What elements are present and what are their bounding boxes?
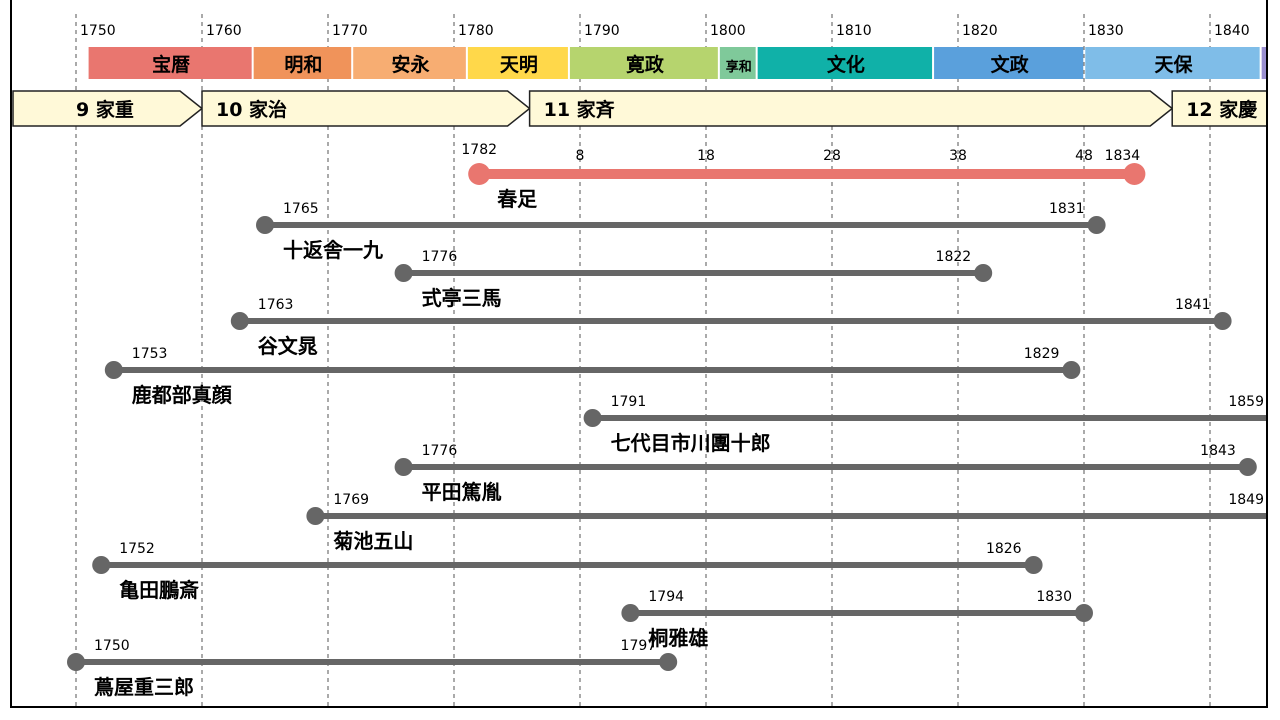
- year-tick-label: 1830: [1088, 23, 1124, 39]
- era-label: 文政: [991, 53, 1030, 76]
- lifespan-start-dot: [621, 604, 640, 622]
- shogun-arrow: [12, 90, 204, 127]
- end-year-label: 1843: [1200, 443, 1236, 459]
- person-name: 谷文晁: [258, 334, 318, 358]
- timeline-chart: 1750 1760 1770 1780 1790 1800 1810 1820 1830 1840…: [12, 14, 1266, 706]
- lifespan-end-dot: [1075, 604, 1093, 622]
- era-block: [569, 47, 718, 79]
- start-year-label: 1791: [611, 394, 647, 410]
- person-name: 平田篤胤: [422, 480, 502, 504]
- lifespan-start-dot: [256, 216, 274, 234]
- end-year-label: 1834: [1105, 148, 1141, 164]
- era-block: [353, 47, 466, 79]
- year-tick-label: 1760: [206, 23, 242, 39]
- person-name: 桐雅雄: [648, 626, 708, 650]
- era-block: [934, 47, 1084, 79]
- era-block: [757, 47, 933, 79]
- person-name: 蔦屋重三郎: [94, 675, 194, 699]
- era-label: 明和: [284, 53, 322, 76]
- year-tick-label: 1820: [962, 23, 998, 39]
- year-tick-label: 1750: [80, 23, 116, 39]
- lifespan-end-dot: [659, 653, 678, 671]
- start-year-label: 1753: [132, 346, 168, 362]
- lifespan-end-dot: [1213, 312, 1232, 330]
- end-year-label: 1822: [936, 249, 972, 265]
- person-name: 春足: [496, 187, 538, 211]
- shogun-label: 10 家治: [216, 98, 287, 121]
- start-year-label: 1752: [119, 541, 155, 557]
- year-tick-label: 1800: [710, 23, 746, 39]
- era-block: [719, 47, 756, 79]
- start-year-label: 1763: [258, 297, 294, 313]
- era-label: 天明: [500, 54, 538, 76]
- lifespan-end-dot: [1024, 556, 1043, 574]
- start-year-label: 1794: [648, 589, 684, 605]
- person-name: 七代目市川團十郎: [611, 431, 771, 455]
- era-block: [1085, 47, 1260, 79]
- shogun-arrow: [1171, 90, 1266, 127]
- age-mark-label: 18: [697, 148, 715, 164]
- end-year-label: 1830: [1036, 589, 1072, 605]
- year-tick-label: 1770: [332, 23, 368, 39]
- end-year-label: 1797: [621, 638, 657, 654]
- person-name: 菊池五山: [333, 529, 413, 553]
- lifespan-start-dot: [583, 409, 602, 427]
- lifespan-end-dot: [1062, 361, 1081, 379]
- lifespan-start-dot: [92, 556, 111, 574]
- year-tick-label: 1790: [584, 23, 620, 39]
- end-year-label: 1831: [1049, 201, 1085, 217]
- start-year-label: 1769: [333, 492, 369, 508]
- era-block: [253, 47, 352, 79]
- lifespan-start-dot: [468, 163, 491, 185]
- era-label: 文化: [827, 53, 865, 76]
- person-name: 式亭三馬: [422, 286, 502, 310]
- lifespan-end-dot: [1238, 458, 1257, 476]
- shogun-label: 9 家重: [76, 98, 134, 121]
- start-year-label: 1776: [422, 249, 458, 265]
- shogun-label: 12 家慶: [1186, 98, 1257, 121]
- end-year-label: 1859: [1228, 394, 1264, 410]
- shogun-arrow: [201, 90, 531, 127]
- year-tick-label: 1810: [836, 23, 872, 39]
- age-mark-label: 28: [823, 148, 841, 164]
- start-year-label: 1750: [94, 638, 130, 654]
- year-tick-label: 1840: [1214, 23, 1250, 39]
- lifespan-start-dot: [67, 653, 85, 671]
- lifespan-start-dot: [104, 361, 123, 379]
- lifespan-end-dot: [1123, 163, 1146, 185]
- end-year-label: 1841: [1175, 297, 1211, 313]
- end-year-label: 1826: [986, 541, 1022, 557]
- age-mark-label: 48: [1075, 148, 1093, 164]
- year-tick-label: 1780: [458, 23, 494, 39]
- age-mark-label: 38: [949, 148, 967, 164]
- era-block: [467, 47, 568, 79]
- lifespan-start-dot: [394, 458, 413, 476]
- shogun-arrow: [528, 90, 1174, 127]
- era-label: 享和: [726, 59, 752, 75]
- start-year-label: 1776: [422, 443, 458, 459]
- timeline-frame: 1750 1760 1770 1780 1790 1800 1810 1820 1830 1840…: [10, 0, 1268, 708]
- lifespan-start-dot: [230, 312, 249, 330]
- person-name: 十返舎一九: [283, 238, 383, 262]
- age-mark-label: 8: [576, 148, 585, 164]
- era-label: 安永: [392, 53, 431, 76]
- lifespan-end-dot: [974, 264, 993, 282]
- lifespan-start-dot: [306, 507, 325, 525]
- lifespan-end-dot: [1087, 216, 1106, 234]
- shogun-label: 11 家斉: [544, 98, 616, 121]
- era-block: [88, 47, 252, 79]
- era-label: 寛政: [626, 53, 665, 76]
- era-block: [1261, 47, 1266, 79]
- lifespan-start-dot: [394, 264, 413, 282]
- person-name: 亀田鵬斎: [119, 578, 199, 602]
- era-label: 天保: [1154, 53, 1193, 76]
- end-year-label: 1829: [1024, 346, 1060, 362]
- end-year-label: 1849: [1228, 492, 1264, 508]
- person-name: 鹿都部真顔: [132, 383, 233, 407]
- start-year-label: 1782: [461, 142, 497, 158]
- era-label: 宝暦: [152, 53, 190, 76]
- start-year-label: 1765: [283, 201, 319, 217]
